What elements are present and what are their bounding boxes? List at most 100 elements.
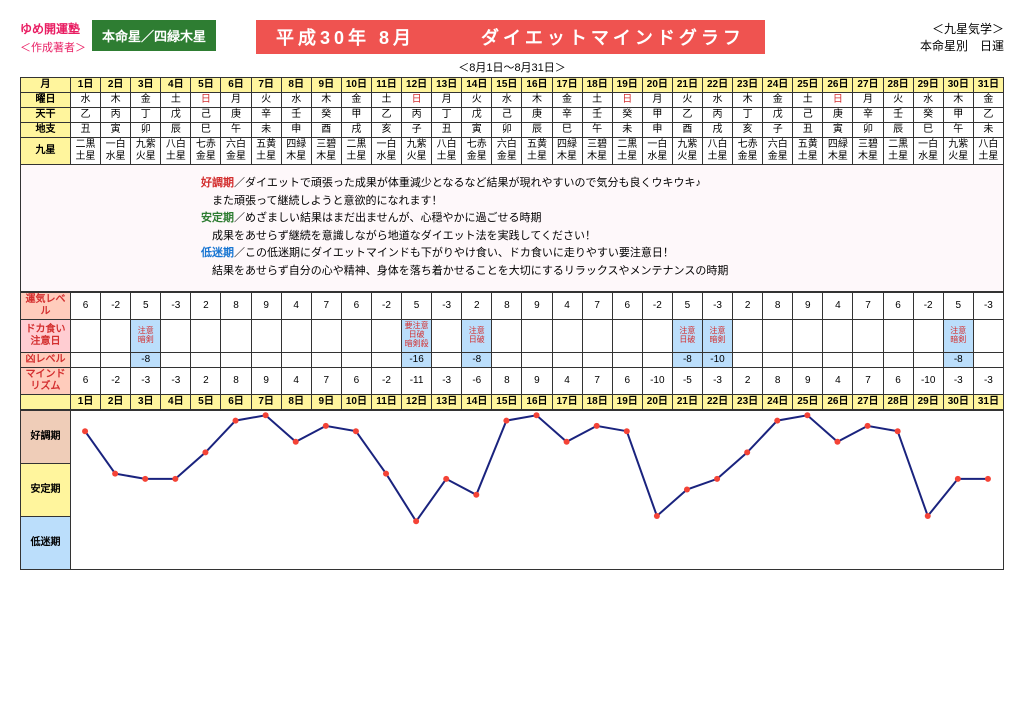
cell: 三碧木星 <box>582 138 612 165</box>
cell: 七赤金星 <box>191 138 221 165</box>
cell: 注意日破 <box>672 319 702 352</box>
cell: 六白金星 <box>221 138 251 165</box>
cell: 20日 <box>642 394 672 409</box>
cell <box>823 352 853 367</box>
cell: 31日 <box>973 78 1003 93</box>
cell: 1日 <box>71 78 101 93</box>
cell: -2 <box>371 292 401 319</box>
cell: -3 <box>161 292 191 319</box>
cell: 6 <box>341 292 371 319</box>
cell: 5日 <box>191 394 221 409</box>
row-label: 曜日 <box>21 93 71 108</box>
header-left: ゆめ開運塾 ＜作成著者＞ <box>20 20 86 55</box>
star-box: 本命星／四緑木星 <box>92 20 216 51</box>
right-label-2: 本命星別 日運 <box>920 37 1004 54</box>
cell: -16 <box>402 352 432 367</box>
cell: 5 <box>402 292 432 319</box>
cell <box>101 352 131 367</box>
cell: 火 <box>462 93 492 108</box>
cell: 4 <box>823 367 853 394</box>
cell: 7 <box>582 367 612 394</box>
cell: 丁 <box>432 108 462 123</box>
cell: 3日 <box>131 78 161 93</box>
cell <box>733 319 763 352</box>
cell: 庚 <box>221 108 251 123</box>
cell: 五黄土星 <box>522 138 552 165</box>
cell: 癸 <box>311 108 341 123</box>
cell: 20日 <box>642 78 672 93</box>
cell: 丙 <box>101 108 131 123</box>
cell: 己 <box>492 108 522 123</box>
cell: -2 <box>101 292 131 319</box>
cell: 24日 <box>763 78 793 93</box>
cell: 金 <box>552 93 582 108</box>
cell: 壬 <box>281 108 311 123</box>
cell: 戌 <box>702 123 732 138</box>
cell: 金 <box>763 93 793 108</box>
cell: 七赤金星 <box>462 138 492 165</box>
cell: 5日 <box>191 78 221 93</box>
cell: 8 <box>492 367 522 394</box>
cell: 四緑木星 <box>281 138 311 165</box>
desc-line: 結果をあせらず自分の心や精神、身体を落ち着かせることを大切にするリラックスやメン… <box>201 263 963 281</box>
cell: 金 <box>131 93 161 108</box>
cell: 乙 <box>371 108 401 123</box>
cell: 寅 <box>101 123 131 138</box>
cell: 庚 <box>823 108 853 123</box>
cell: 六白金星 <box>763 138 793 165</box>
cell: 一白水星 <box>371 138 401 165</box>
cell <box>341 352 371 367</box>
cell: 7 <box>582 292 612 319</box>
cell: 巳 <box>191 123 221 138</box>
cell: 4 <box>552 292 582 319</box>
cell: 七赤金星 <box>733 138 763 165</box>
cell: 注意日破 <box>462 319 492 352</box>
cell: 2 <box>733 367 763 394</box>
cell: 16日 <box>522 394 552 409</box>
cell <box>522 352 552 367</box>
cell: 6 <box>883 292 913 319</box>
cell <box>71 352 101 367</box>
cell: 五黄土星 <box>793 138 823 165</box>
row-label: ドカ食い注意日 <box>21 319 71 352</box>
cell: 2 <box>462 292 492 319</box>
cell: 五黄土星 <box>251 138 281 165</box>
cell <box>642 352 672 367</box>
cell: 一白水星 <box>642 138 672 165</box>
cell: 戊 <box>763 108 793 123</box>
cell: 二黒土星 <box>341 138 371 165</box>
cell: 21日 <box>672 394 702 409</box>
brand-label: ゆめ開運塾 <box>20 20 86 37</box>
author-label: ＜作成著者＞ <box>20 39 86 55</box>
cell: 甲 <box>642 108 672 123</box>
cell: 4 <box>281 292 311 319</box>
cell <box>973 319 1003 352</box>
cell: 4 <box>552 367 582 394</box>
cell: 未 <box>612 123 642 138</box>
cell: 24日 <box>763 394 793 409</box>
cell: 12日 <box>402 394 432 409</box>
cell: 8日 <box>281 394 311 409</box>
cell: 5 <box>943 292 973 319</box>
cell <box>582 352 612 367</box>
cell: 27日 <box>853 78 883 93</box>
cell: 二黒土星 <box>71 138 101 165</box>
cell: 水 <box>281 93 311 108</box>
cell: 25日 <box>793 78 823 93</box>
cell <box>251 352 281 367</box>
cell: 9 <box>251 292 281 319</box>
cell: 7 <box>853 367 883 394</box>
desc-line: 低迷期／この低迷期にダイエットマインドも下がりやけ食い、ドカ食いに走りやすい要注… <box>201 245 963 263</box>
row-label: 天干 <box>21 108 71 123</box>
cell <box>251 319 281 352</box>
cell: 22日 <box>702 78 732 93</box>
cell: 辛 <box>251 108 281 123</box>
cell <box>522 319 552 352</box>
cell: 四緑木星 <box>552 138 582 165</box>
cell: 10日 <box>341 394 371 409</box>
cell <box>71 319 101 352</box>
desc-line: 安定期／めざましい結果はまだ出ませんが、心穏やかに過ごせる時期 <box>201 210 963 228</box>
cell: 午 <box>943 123 973 138</box>
cell: 月 <box>642 93 672 108</box>
cell: 亥 <box>371 123 401 138</box>
